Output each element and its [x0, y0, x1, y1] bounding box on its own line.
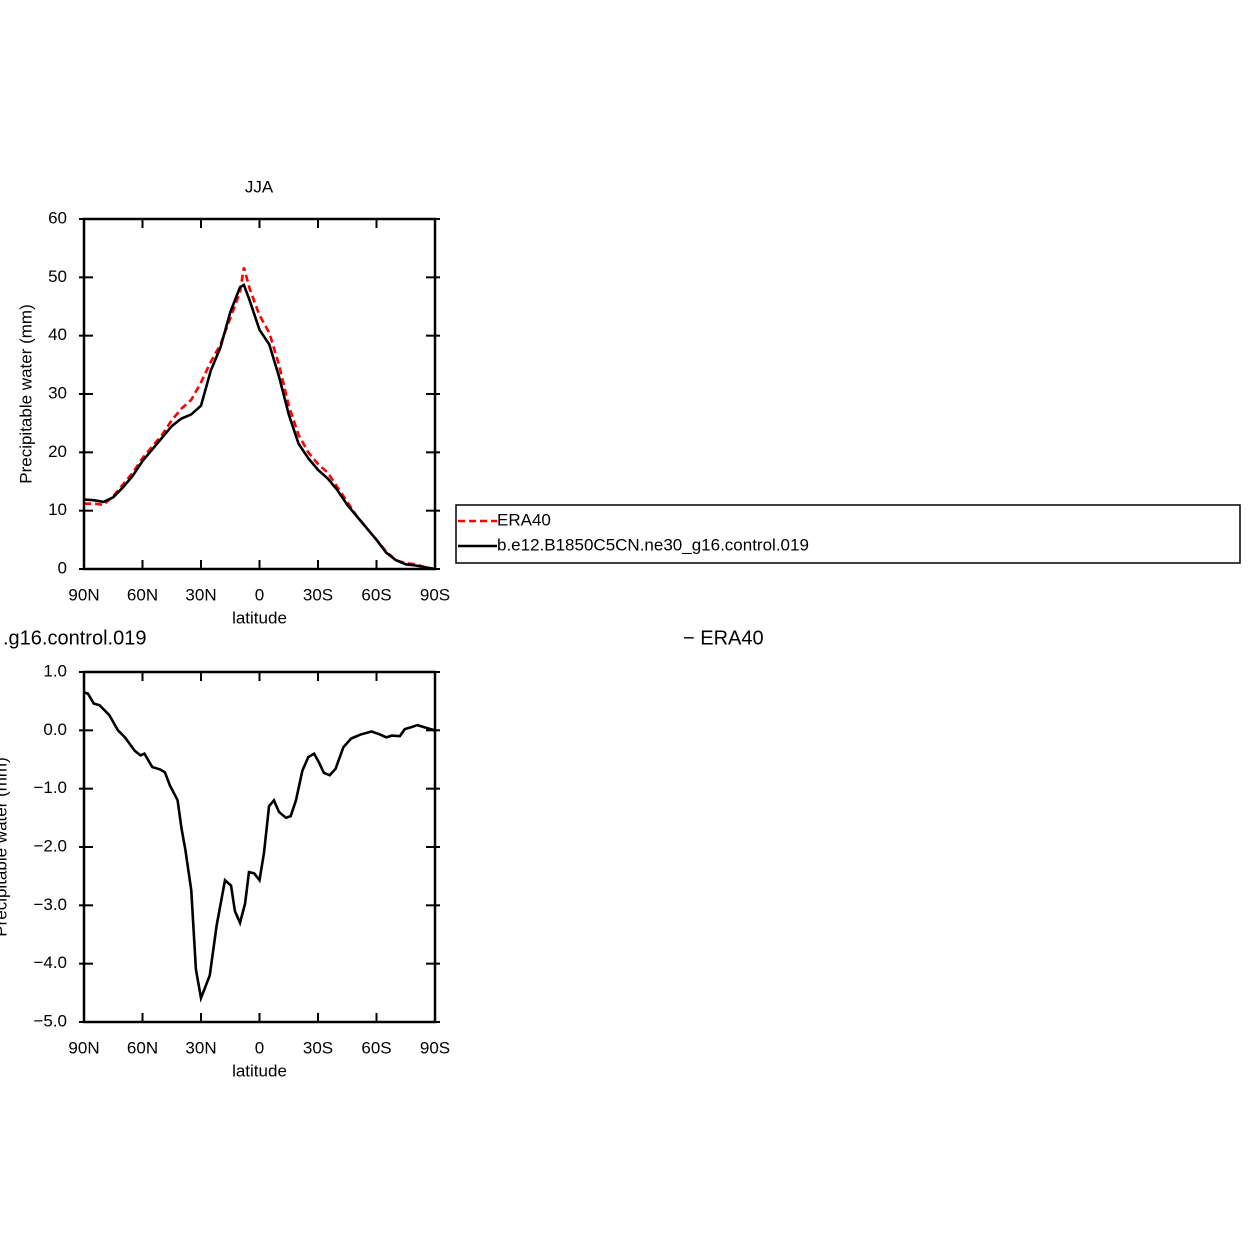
y-axis-label: Precipitable water (mm)	[16, 304, 35, 484]
y-axis-label: Precipitable water (mm)	[0, 757, 10, 937]
x-tick-label: 90N	[68, 585, 99, 604]
y-tick-label: −4.0	[33, 953, 67, 972]
x-tick-label: 90S	[420, 1038, 450, 1057]
data-line	[83, 691, 436, 1003]
y-tick-label: −5.0	[33, 1011, 67, 1030]
x-tick-label: 60S	[361, 1038, 391, 1057]
y-tick-label: 0.0	[43, 720, 67, 739]
y-tick-label: 0	[58, 558, 67, 577]
x-tick-label: 60N	[127, 585, 158, 604]
y-tick-label: 1.0	[43, 661, 67, 680]
y-tick-label: −2.0	[33, 836, 67, 855]
x-tick-label: 0	[255, 585, 264, 604]
x-tick-label: 90S	[420, 585, 450, 604]
legend-label: b.e12.B1850C5CN.ne30_g16.control.019	[497, 535, 809, 554]
legend-label: ERA40	[497, 510, 551, 529]
y-tick-label: 60	[48, 208, 67, 227]
x-tick-label: 30S	[303, 1038, 333, 1057]
x-tick-label: 90N	[68, 1038, 99, 1057]
y-tick-label: 30	[48, 383, 67, 402]
x-tick-label: 60S	[361, 585, 391, 604]
y-tick-label: 10	[48, 500, 67, 519]
chart-title: JJA	[245, 177, 274, 196]
data-line	[83, 283, 436, 571]
x-axis-label: latitude	[232, 608, 287, 627]
x-axis-label: latitude	[232, 1061, 287, 1080]
x-tick-label: 0	[255, 1038, 264, 1057]
chart-title-right: − ERA40	[683, 627, 764, 649]
y-tick-label: 50	[48, 267, 67, 286]
x-tick-label: 30N	[185, 1038, 216, 1057]
y-tick-label: −1.0	[33, 778, 67, 797]
y-tick-label: 40	[48, 325, 67, 344]
y-tick-label: 20	[48, 442, 67, 461]
x-tick-label: 30S	[303, 585, 333, 604]
y-tick-label: −3.0	[33, 895, 67, 914]
legend-box	[455, 504, 1241, 564]
chart-title-left: .g16.control.019	[3, 627, 146, 649]
x-tick-label: 30N	[185, 585, 216, 604]
x-tick-label: 60N	[127, 1038, 158, 1057]
